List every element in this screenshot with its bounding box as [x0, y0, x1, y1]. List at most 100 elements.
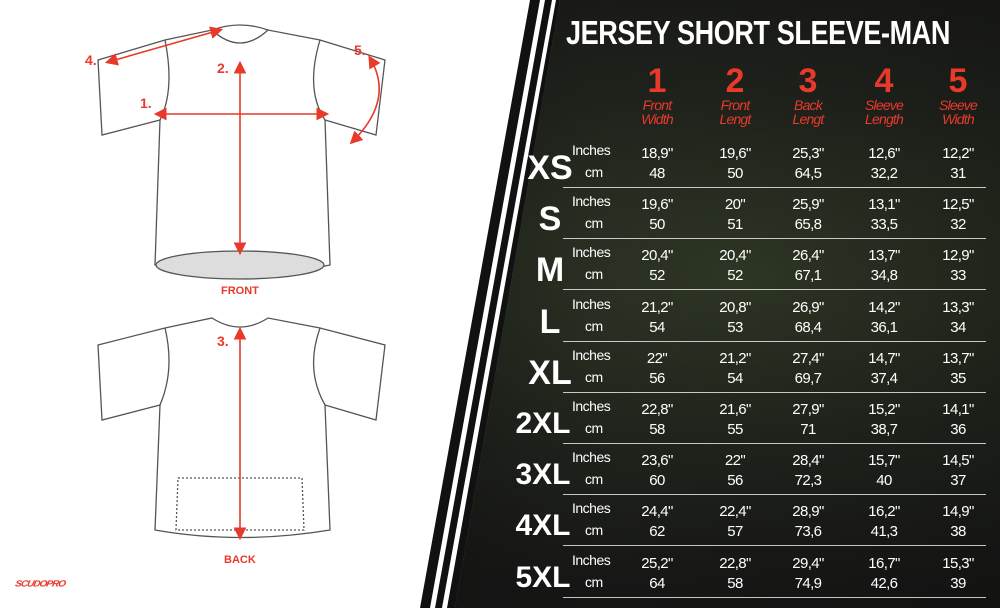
value-cm: 58 — [649, 421, 665, 438]
value-inches: 13,1" — [868, 196, 900, 214]
diagram-panel: 1. 2. 3. 4. 5. FRONT BACK SCUDOPRO — [14, 24, 386, 589]
unit-cm: cm — [585, 471, 603, 488]
value-inches: 24,4" — [641, 503, 673, 521]
value-cm: 73,6 — [794, 523, 822, 541]
unit-inches: Inches — [572, 346, 611, 363]
value-cm: 34 — [950, 318, 966, 336]
value-inches: 14,7" — [868, 349, 900, 367]
value-inches: 22" — [724, 452, 746, 470]
value-cm: 39 — [950, 574, 966, 592]
size-label: M — [535, 251, 565, 290]
value-cm: 50 — [649, 216, 665, 234]
unit-cm: cm — [585, 317, 603, 334]
unit-inches: Inches — [572, 244, 611, 261]
unit-cm: cm — [585, 266, 603, 283]
value-inches: 19,6" — [641, 196, 673, 214]
value-inches: 29,4" — [792, 554, 824, 572]
value-cm: 50 — [727, 165, 743, 182]
value-cm: 74,9 — [794, 574, 822, 592]
column-header-label-line1: Sleeve — [864, 97, 904, 113]
column-header-label-line1: Back — [794, 97, 823, 113]
value-inches: 13,7" — [868, 247, 900, 265]
unit-inches: Inches — [572, 551, 611, 568]
measurement-arrows — [104, 26, 381, 541]
value-inches: 26,9" — [792, 298, 824, 316]
value-inches: 13,3" — [942, 298, 974, 316]
size-label: 2XL — [515, 407, 571, 440]
unit-cm: cm — [585, 420, 603, 436]
value-inches: 20,8" — [719, 298, 751, 316]
size-label: XS — [527, 149, 573, 187]
value-cm: 48 — [649, 165, 665, 182]
marker-3: 3. — [217, 333, 229, 349]
column-header-label-line2: Width — [942, 111, 974, 127]
marker-2: 2. — [217, 60, 229, 76]
value-cm: 64,5 — [794, 165, 822, 182]
value-cm: 64 — [649, 574, 665, 592]
value-inches: 22,8" — [719, 554, 751, 572]
marker-1: 1. — [140, 95, 152, 111]
size-label: L — [539, 302, 561, 341]
value-inches: 14,5" — [942, 452, 974, 470]
value-cm: 58 — [727, 574, 743, 592]
unit-cm: cm — [585, 215, 603, 232]
row-divider — [563, 187, 986, 188]
value-cm: 60 — [649, 472, 665, 490]
column-header-label-line1: Front — [642, 97, 672, 113]
column-header: 2 Front Lengt — [695, 64, 775, 126]
value-inches: 18,9" — [641, 145, 673, 162]
column-header-num: 3 — [798, 62, 818, 100]
value-cm: 38,7 — [870, 421, 898, 438]
column-header-num: 5 — [948, 62, 968, 100]
value-cm: 35 — [950, 369, 966, 387]
value-cm: 41,3 — [870, 523, 898, 541]
value-inches: 12,2" — [942, 145, 974, 162]
value-inches: 20,4" — [641, 247, 673, 265]
column-header: 5 Sleeve Width — [918, 64, 998, 126]
value-cm: 36 — [950, 421, 966, 438]
value-inches: 23,6" — [641, 452, 673, 470]
value-cm: 36,1 — [870, 318, 898, 336]
value-inches: 12,6" — [868, 145, 900, 162]
value-cm: 69,7 — [794, 369, 822, 387]
value-inches: 22,4" — [719, 503, 751, 521]
column-header: 4 Sleeve Length — [844, 64, 924, 126]
column-header-label-line2: Lengt — [792, 111, 824, 127]
row-divider — [563, 545, 986, 547]
value-cm: 37,4 — [870, 369, 898, 387]
value-cm: 52 — [727, 267, 743, 285]
value-cm: 56 — [649, 369, 665, 387]
value-cm: 51 — [727, 216, 743, 234]
column-header-num: 1 — [647, 62, 667, 100]
value-cm: 32,2 — [870, 165, 898, 182]
value-cm: 62 — [649, 523, 665, 541]
marker-4: 4. — [85, 52, 97, 68]
value-cm: 31 — [950, 165, 966, 182]
unit-cm: cm — [585, 522, 603, 539]
size-label: XL — [528, 353, 572, 392]
value-cm: 68,4 — [794, 318, 822, 336]
value-inches: 27,9" — [792, 401, 824, 418]
unit-inches: Inches — [572, 449, 611, 466]
value-inches: 19,6" — [719, 145, 751, 162]
column-header-num: 2 — [725, 62, 745, 100]
value-inches: 21,2" — [641, 298, 673, 316]
value-cm: 53 — [727, 318, 743, 336]
column-header-label-line2: Width — [641, 111, 673, 127]
value-cm: 33 — [950, 267, 966, 285]
value-inches: 15,3" — [942, 554, 974, 572]
value-cm: 65,8 — [794, 216, 822, 234]
value-inches: 22" — [646, 349, 668, 367]
value-inches: 21,2" — [719, 349, 751, 367]
value-inches: 12,5" — [942, 196, 974, 214]
unit-cm: cm — [585, 573, 603, 590]
value-inches: 15,2" — [868, 401, 900, 418]
row-divider — [563, 494, 986, 496]
size-label: 5XL — [515, 560, 571, 594]
value-inches: 13,7" — [942, 349, 974, 367]
value-cm: 57 — [727, 523, 743, 541]
row-divider — [563, 443, 986, 444]
column-header-label-line2: Lengt — [719, 111, 751, 127]
value-inches: 25,9" — [792, 196, 824, 214]
